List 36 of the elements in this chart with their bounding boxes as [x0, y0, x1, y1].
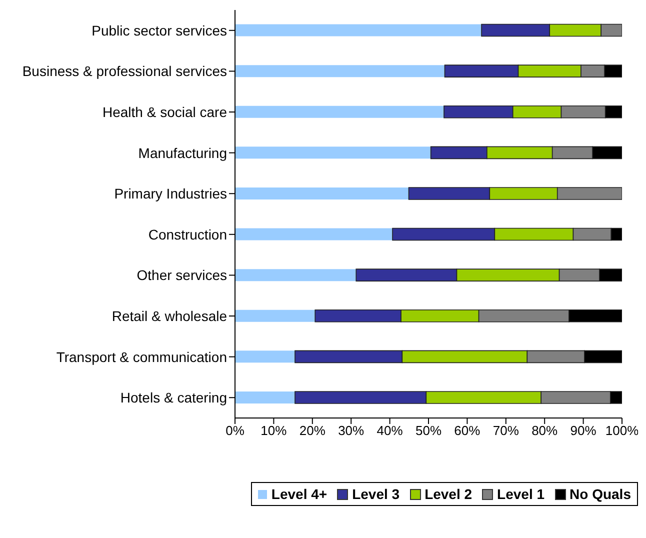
- bar: [235, 269, 356, 282]
- bar: [235, 106, 444, 118]
- bar: [235, 350, 295, 363]
- legend-label: Level 2: [424, 486, 472, 502]
- x-tick-label: 90%: [570, 423, 597, 438]
- x-tick-label: 80%: [532, 423, 558, 438]
- legend-label: No Quals: [568, 486, 631, 502]
- y-tick-label: Primary Industries: [114, 186, 227, 202]
- y-tick-label: Manufacturing: [138, 144, 227, 161]
- y-tick-label: Health & social care: [102, 104, 228, 120]
- x-tick-label: 30%: [338, 423, 365, 438]
- y-tick-label: Business & professional services: [22, 63, 227, 80]
- x-tick-label: 20%: [299, 423, 326, 438]
- bar: [235, 228, 393, 240]
- x-tick-label: 0%: [226, 423, 245, 438]
- x-tick-label: 60%: [454, 423, 481, 438]
- bar: [235, 391, 295, 404]
- bar: [235, 24, 482, 36]
- bar: [235, 187, 409, 200]
- legend-label: Level 1: [496, 486, 545, 502]
- legend-label: Level 4+: [270, 486, 328, 502]
- y-tick-label: Transport & communication: [56, 348, 227, 365]
- bar: [235, 146, 431, 159]
- y-tick-label: Hotels & catering: [120, 390, 227, 406]
- y-tick-label: Construction: [148, 226, 227, 242]
- legend-label: Level 3: [351, 486, 400, 502]
- y-tick-label: Public sector services: [92, 22, 227, 38]
- x-tick-label: 40%: [376, 423, 404, 438]
- x-tick-label: 10%: [260, 423, 288, 438]
- y-tick-label: Retail & wholesale: [112, 308, 228, 324]
- y-tick-label: Other services: [136, 267, 227, 284]
- bar: [235, 310, 316, 322]
- x-tick-label: 50%: [415, 423, 442, 438]
- x-tick-label: 70%: [492, 423, 520, 438]
- x-tick-label: 100%: [605, 423, 640, 438]
- bar: [235, 65, 445, 78]
